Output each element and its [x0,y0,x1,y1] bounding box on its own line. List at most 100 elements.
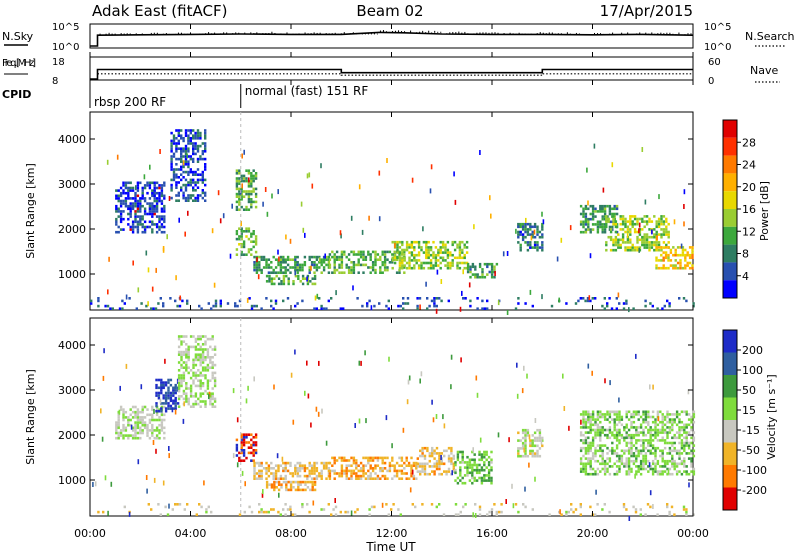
range-cell [115,210,118,213]
range-cell [194,173,197,176]
range-cell [368,508,371,511]
range-cell [456,266,459,270]
range-cell [469,299,472,303]
range-cell [582,410,585,414]
range-cell [170,168,173,171]
range-cell [393,256,397,260]
range-cell [608,204,612,208]
range-cell [364,472,368,475]
range-cell [531,246,534,249]
scatter-cell [476,392,479,398]
range-cell [443,454,446,458]
range-cell [653,235,656,239]
range-cell [660,259,663,262]
range-cell [629,217,632,221]
range-cell [638,230,642,234]
range-cell [146,202,149,205]
range-cell [463,253,466,257]
range-cell [254,187,258,191]
range-cell [172,137,176,140]
range-cell [659,472,662,476]
scatter-cell [159,149,161,154]
range-cell [425,256,428,260]
range-cell [579,503,582,506]
range-cell [182,155,185,158]
range-cell [625,413,628,416]
range-cell [447,467,451,471]
range-cell [189,139,192,143]
range-cell [667,259,670,262]
range-cell [167,389,170,392]
range-cell [379,467,382,470]
range-cell [410,467,413,470]
range-cell [603,413,607,416]
range-cell [187,402,190,406]
range-cell [488,510,491,514]
scatter-cell [635,353,637,359]
range-cell [357,250,360,254]
y-tick-label: 2000 [58,429,86,442]
scatter-cell [300,201,303,207]
range-cell [584,462,588,466]
range-cell [447,457,451,460]
range-cell [340,253,344,256]
range-cell [486,299,489,303]
range-cell [410,474,413,478]
range-cell [408,246,411,249]
range-cell [131,202,135,205]
range-cell [357,477,360,480]
range-cell [369,474,372,478]
range-cell [587,462,590,466]
range-cell [235,446,239,449]
range-cell [252,240,255,243]
range-cell [313,255,316,259]
range-cell [301,277,305,280]
range-cell [601,223,604,226]
range-cell [419,465,422,468]
range-cell [614,243,618,247]
scatter-cell [135,185,137,191]
range-cell [131,410,135,414]
range-cell [148,418,152,422]
scatter-cell [429,188,432,194]
range-cell [284,266,287,269]
range-cell [648,235,651,239]
range-cell [483,474,486,477]
range-cell [450,457,453,460]
range-cell [678,413,681,416]
range-cell [651,472,655,476]
range-cell [405,261,409,265]
scatter-cell [602,187,605,193]
range-cell [427,240,430,244]
range-cell [315,469,319,473]
range-cell [401,266,404,270]
range-cell [362,253,365,256]
range-cell [594,472,597,476]
range-cell [644,454,648,458]
range-cell [182,392,186,395]
range-cell [615,307,618,310]
range-cell [309,280,312,283]
range-cell [644,413,648,416]
range-cell [657,246,661,249]
range-cell [177,134,180,137]
range-cell [298,474,302,478]
range-cell [412,474,416,478]
range-cell [189,384,193,388]
range-cell [660,233,663,236]
range-cell [601,304,604,308]
range-cell [681,246,685,249]
range-cell [480,479,484,482]
scatter-cell [419,304,421,310]
range-cell [253,467,256,470]
range-cell [681,251,685,254]
range-cell [172,402,175,405]
range-cell [211,361,214,364]
range-cell [426,472,429,476]
colorbar-tick-label: -50 [742,444,760,457]
range-cell [383,263,387,267]
range-cell [201,350,205,354]
range-cell [587,413,590,416]
range-cell [311,483,314,486]
scatter-cell [164,358,166,364]
